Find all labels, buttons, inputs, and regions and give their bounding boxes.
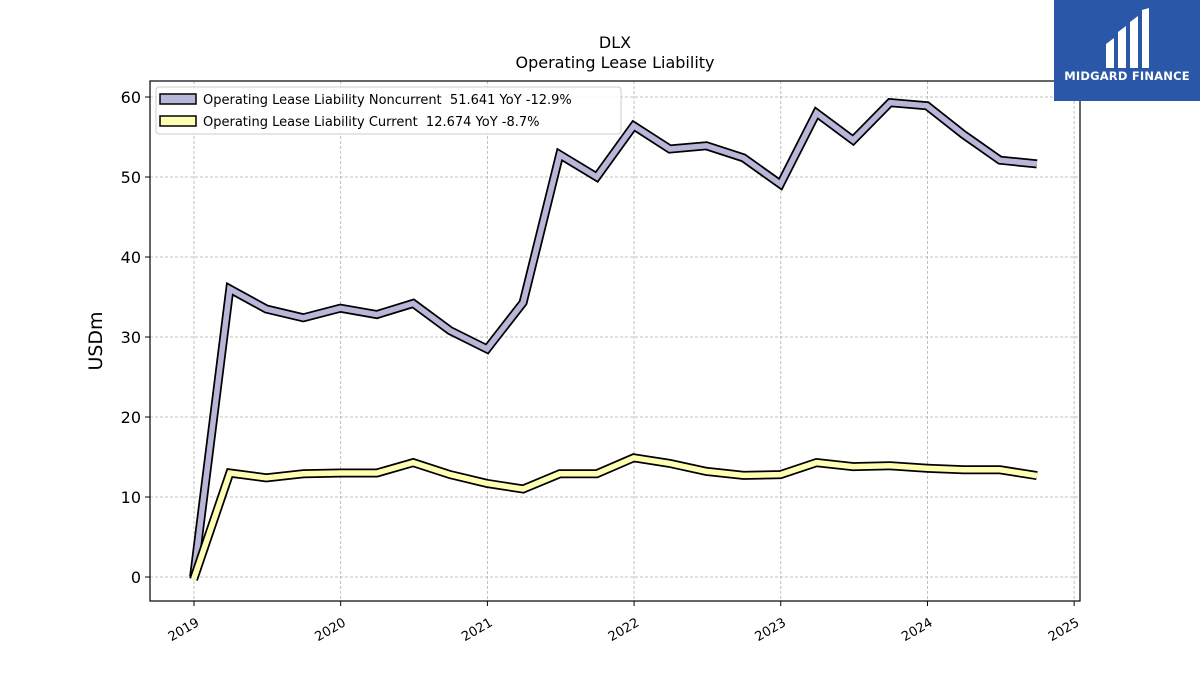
x-tick-label: 2022 <box>606 615 642 645</box>
data-point-operating-lease-liability-current <box>228 472 231 475</box>
y-tick-label: 10 <box>121 488 141 507</box>
x-tick-label: 2024 <box>899 615 935 645</box>
data-point-operating-lease-liability-noncurrent <box>228 288 231 291</box>
x-tick-label: 2021 <box>459 615 495 645</box>
data-point-operating-lease-liability-noncurrent <box>265 308 268 311</box>
data-point-operating-lease-liability-noncurrent <box>815 112 818 115</box>
data-point-operating-lease-liability-current <box>265 476 268 479</box>
legend-swatch-noncurrent <box>159 93 197 105</box>
series-line-operating-lease-liability-noncurrent <box>190 99 1038 578</box>
x-tick-label: 2020 <box>313 615 349 645</box>
legend-swatch-current <box>159 115 197 127</box>
x-tick-label: 2019 <box>166 615 202 645</box>
data-point-operating-lease-liability-current <box>668 462 671 465</box>
data-point-operating-lease-liability-noncurrent <box>375 313 378 316</box>
data-point-operating-lease-liability-noncurrent <box>999 159 1002 162</box>
data-point-operating-lease-liability-current <box>705 470 708 473</box>
data-point-operating-lease-liability-current <box>1035 474 1038 477</box>
y-tick-label: 30 <box>121 328 141 347</box>
plot-frame <box>149 80 1081 602</box>
legend-frame <box>155 86 622 135</box>
data-point-operating-lease-liability-noncurrent <box>889 101 892 104</box>
chart-subtitle: Operating Lease Liability <box>515 53 714 72</box>
data-point-operating-lease-liability-current <box>375 472 378 475</box>
axis-ticks: 0 10 20 30 40 50 60 2019 2020 2021 2022 2023 2024 202… <box>121 88 1082 645</box>
data-point-operating-lease-liability-noncurrent <box>302 316 305 319</box>
logo-text: MIDGARD FINANCE <box>1064 69 1190 83</box>
data-point-operating-lease-liability-current <box>852 465 855 468</box>
data-point-operating-lease-liability-current <box>522 488 525 491</box>
data-point-operating-lease-liability-noncurrent <box>852 139 855 142</box>
x-tick-label: 2025 <box>1046 615 1082 645</box>
logo-mark-icon <box>1106 8 1149 68</box>
data-point-operating-lease-liability-current <box>779 473 782 476</box>
series-outline-operating-lease-liability-noncurrent <box>189 97 1038 578</box>
data-point-operating-lease-liability-current <box>889 464 892 467</box>
data-point-operating-lease-liability-noncurrent <box>449 329 452 332</box>
chart-title: DLX <box>599 33 631 52</box>
data-point-operating-lease-liability-noncurrent <box>668 148 671 151</box>
data-point-operating-lease-liability-noncurrent <box>412 302 415 305</box>
data-point-operating-lease-liability-current <box>558 472 561 475</box>
data-point-operating-lease-liability-noncurrent <box>1035 162 1038 165</box>
data-point-operating-lease-liability-current <box>926 467 929 470</box>
y-axis-label: USDm <box>85 311 107 370</box>
data-point-operating-lease-liability-noncurrent <box>962 133 965 136</box>
data-point-operating-lease-liability-noncurrent <box>522 301 525 304</box>
data-point-operating-lease-liability-current <box>815 461 818 464</box>
data-point-operating-lease-liability-current <box>302 472 305 475</box>
data-point-operating-lease-liability-noncurrent <box>339 307 342 310</box>
y-tick-label: 40 <box>121 248 141 267</box>
data-point-operating-lease-liability-current <box>192 578 195 581</box>
data-point-operating-lease-liability-noncurrent <box>926 104 929 107</box>
series-line-operating-lease-liability-current <box>190 454 1038 581</box>
data-point-operating-lease-liability-current <box>632 456 635 459</box>
data-point-operating-lease-liability-current <box>595 472 598 475</box>
data-point-operating-lease-liability-noncurrent <box>779 183 782 186</box>
y-tick-label: 0 <box>131 568 141 587</box>
data-point-operating-lease-liability-current <box>742 474 745 477</box>
data-point-operating-lease-liability-current <box>486 482 489 485</box>
data-point-operating-lease-liability-noncurrent <box>595 176 598 179</box>
legend: Operating Lease Liability Noncurrent 51.… <box>155 86 622 135</box>
y-tick-label: 50 <box>121 168 141 187</box>
data-point-operating-lease-liability-current <box>449 473 452 476</box>
y-tick-label: 20 <box>121 408 141 427</box>
brand-logo: MIDGARD FINANCE <box>1054 0 1200 101</box>
data-point-operating-lease-liability-noncurrent <box>632 124 635 127</box>
series-lines <box>189 97 1038 581</box>
data-point-operating-lease-liability-noncurrent <box>486 348 489 351</box>
data-point-operating-lease-liability-current <box>412 461 415 464</box>
y-tick-label: 60 <box>121 88 141 107</box>
legend-label-current: Operating Lease Liability Current 12.674… <box>203 115 540 130</box>
data-point-operating-lease-liability-noncurrent <box>705 144 708 147</box>
data-point-operating-lease-liability-noncurrent <box>558 153 561 156</box>
data-point-operating-lease-liability-current <box>999 468 1002 471</box>
data-point-operating-lease-liability-noncurrent <box>742 156 745 159</box>
data-point-operating-lease-liability-current <box>339 472 342 475</box>
data-point-operating-lease-liability-current <box>962 468 965 471</box>
legend-label-noncurrent: Operating Lease Liability Noncurrent 51.… <box>203 93 572 108</box>
x-tick-label: 2023 <box>753 615 789 645</box>
